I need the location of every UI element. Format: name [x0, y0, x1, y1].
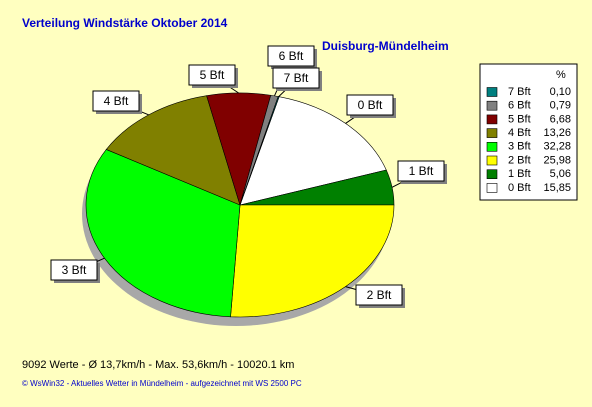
legend-value: 13,26 — [543, 127, 571, 139]
legend-label: 5 Bft — [508, 113, 531, 125]
credit: © WsWin32 - Aktuelles Wetter in Mündelhe… — [22, 379, 302, 388]
pie-slice — [85, 149, 241, 318]
legend-swatch — [486, 169, 498, 179]
legend-value: 15,85 — [543, 182, 571, 194]
legend-swatch — [486, 142, 498, 152]
legend-label: 4 Bft — [508, 127, 531, 139]
legend-swatch — [486, 155, 498, 166]
slice-label: 4 Bft — [104, 94, 129, 108]
legend-label: 6 Bft — [508, 100, 531, 112]
chart-subtitle: Duisburg-Mündelheim — [322, 39, 449, 53]
legend-value: 5,06 — [550, 168, 571, 180]
chart-title: Verteilung Windstärke Oktober 2014 — [22, 16, 228, 30]
label-box — [355, 284, 403, 306]
legend-label: 2 Bft — [508, 154, 531, 166]
slice-label: 7 Bft — [284, 71, 309, 85]
slice-label: 2 Bft — [367, 288, 392, 302]
footer: 9092 Werte - Ø 13,7km/h - Max. 53,6km/h … — [22, 359, 294, 371]
legend-value: 6,68 — [550, 113, 571, 125]
legend-value: 0,10 — [550, 86, 571, 98]
label-box — [397, 160, 445, 182]
slice-label: 1 Bft — [409, 164, 434, 178]
legend-swatch — [486, 87, 498, 97]
slice-label: 5 Bft — [200, 68, 225, 82]
slice-label: 6 Bft — [279, 49, 304, 63]
label-box — [346, 94, 394, 116]
slice-label: 3 Bft — [62, 263, 87, 277]
legend-swatch — [486, 128, 498, 138]
pie-slice — [239, 96, 387, 206]
pie-slice — [105, 95, 241, 206]
legend-label: 3 Bft — [508, 141, 531, 153]
legend-header: % — [556, 69, 566, 81]
legend-swatch — [486, 183, 498, 193]
legend-label: 0 Bft — [508, 182, 531, 194]
legend-label: 7 Bft — [508, 86, 531, 98]
legend-value: 25,98 — [543, 154, 571, 166]
label-box — [272, 67, 320, 89]
label-box — [188, 64, 236, 86]
legend-value: 0,79 — [550, 100, 571, 112]
legend-value: 32,28 — [543, 141, 571, 153]
label-box — [267, 45, 315, 67]
legend-swatch — [486, 100, 498, 111]
label-box — [50, 259, 98, 281]
label-box — [92, 90, 140, 112]
legend-swatch — [486, 114, 498, 125]
pie-slice — [230, 204, 395, 318]
slice-label: 0 Bft — [358, 98, 383, 112]
legend-label: 1 Bft — [508, 168, 531, 180]
